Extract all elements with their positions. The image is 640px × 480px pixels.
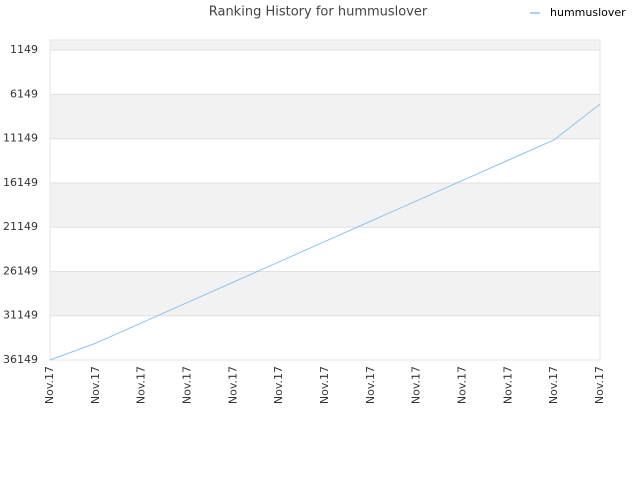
y-tick-label: 6149 [10, 87, 38, 100]
x-tick-label: Nov.17 [410, 366, 423, 404]
x-tick-label: Nov.17 [89, 366, 102, 404]
legend-label: hummuslover [550, 6, 626, 19]
x-tick-label: Nov.17 [181, 366, 194, 404]
y-tick-label: 1149 [10, 43, 38, 56]
y-tick-label: 26149 [3, 264, 38, 277]
grid-band [50, 94, 600, 139]
y-tick-label: 16149 [3, 176, 38, 189]
x-tick-label: Nov.17 [593, 366, 606, 404]
x-tick-label: Nov.17 [43, 366, 56, 404]
x-tick-label: Nov.17 [547, 366, 560, 404]
grid-band [50, 182, 600, 228]
x-tick-label: Nov.17 [456, 366, 469, 404]
plot-border [49, 39, 601, 361]
x-tick-label: Nov.17 [226, 366, 239, 404]
grid-band [50, 50, 600, 95]
x-tick-label: Nov.17 [135, 366, 148, 404]
y-tick-label: 21149 [3, 220, 38, 233]
x-tick-label: Nov.17 [501, 366, 514, 404]
series-line [49, 103, 601, 361]
grid-band [50, 271, 600, 316]
grid-band [50, 40, 600, 51]
grid-band [50, 227, 600, 272]
grid-band [50, 138, 600, 183]
grid-band [50, 315, 600, 360]
x-tick-label: Nov.17 [318, 366, 331, 404]
y-tick-label: 36149 [3, 353, 38, 366]
y-tick-label: 31149 [3, 309, 38, 322]
chart-title: Ranking History for hummuslover [209, 5, 428, 20]
y-tick-label: 11149 [3, 132, 38, 145]
x-tick-label: Nov.17 [364, 366, 377, 404]
x-tick-label: Nov.17 [272, 366, 285, 404]
